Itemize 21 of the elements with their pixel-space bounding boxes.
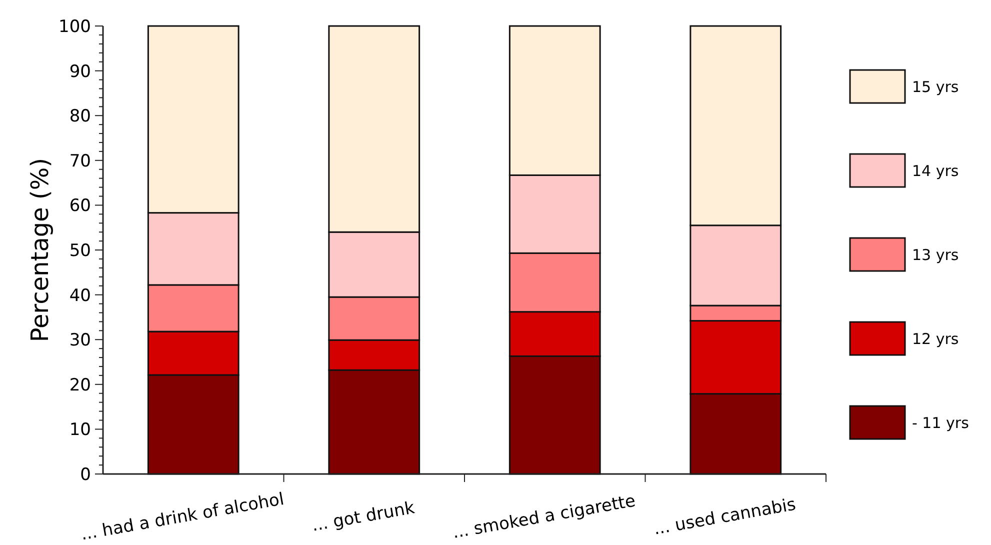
y-tick-label: 70 [69, 151, 91, 172]
y-tick-label: 60 [69, 196, 91, 216]
legend-label: 12 yrs [912, 330, 959, 348]
y-tick-label: 0 [80, 465, 91, 485]
x-tick-label: ... had a drink of alcohol [79, 489, 286, 545]
x-tick-label: ... smoked a cigarette [451, 491, 637, 544]
legend-label: 14 yrs [912, 162, 959, 180]
y-tick-label: 10 [69, 420, 91, 440]
y-tick-label: 40 [69, 286, 91, 306]
y-tick-label: 100 [58, 17, 91, 37]
legend-label: 13 yrs [912, 246, 959, 264]
x-tick-label: ... got drunk [310, 498, 416, 536]
y-tick-label: 80 [69, 106, 91, 127]
y-tick-label: 20 [69, 375, 91, 396]
legend-label: - 11 yrs [912, 414, 970, 432]
y-tick-label: 30 [69, 330, 91, 351]
y-tick-label: 50 [69, 241, 91, 261]
y-tick-label: 90 [69, 62, 91, 82]
legend-label: 15 yrs [912, 78, 959, 96]
y-axis-title: Percentage (%) [26, 158, 54, 342]
x-tick-label: ... used cannabis [652, 494, 798, 540]
